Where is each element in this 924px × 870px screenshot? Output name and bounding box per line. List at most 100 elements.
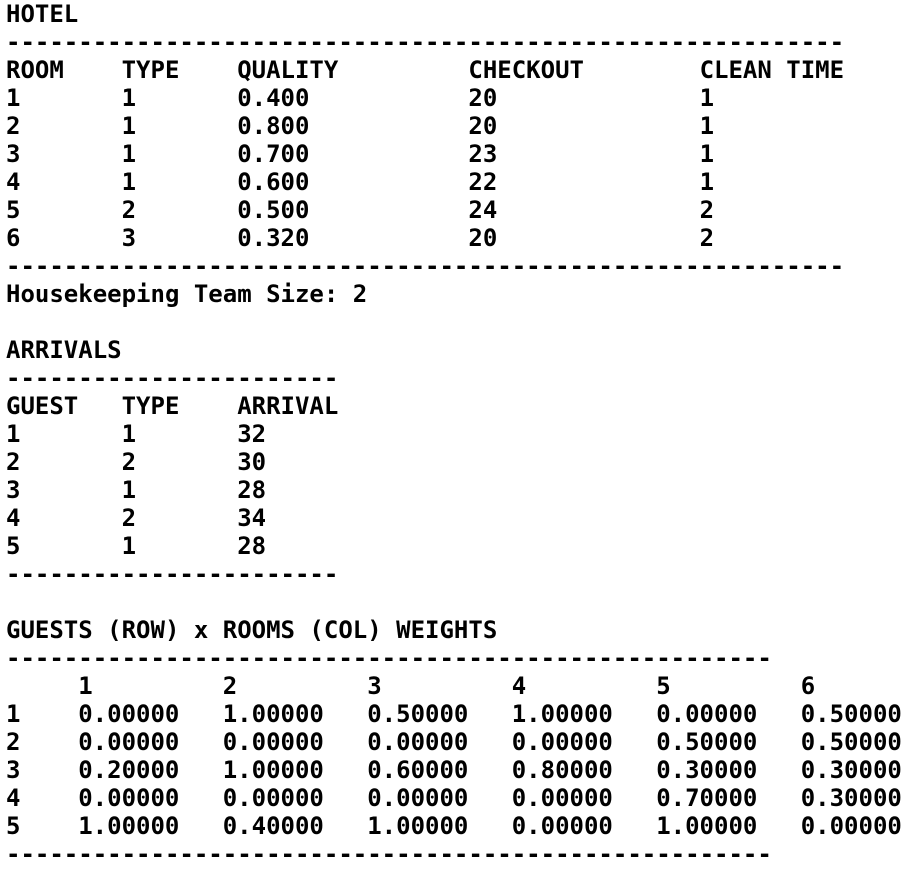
cell: 0.50000 xyxy=(800,700,902,728)
cell: 0.20000 xyxy=(78,756,180,784)
cell: 5 xyxy=(6,812,21,840)
cell: 1 xyxy=(121,532,137,560)
column-header: GUEST xyxy=(6,392,79,420)
cell: 3 xyxy=(6,140,21,168)
cell: 1 xyxy=(121,420,137,448)
cell: 0.00000 xyxy=(222,728,324,756)
cell: 0.320 xyxy=(237,224,310,252)
cell: 3 xyxy=(6,756,21,784)
cell: 0.00000 xyxy=(511,812,613,840)
cell: 0.30000 xyxy=(800,784,902,812)
cell: 0.80000 xyxy=(511,756,613,784)
cell: 1 xyxy=(699,168,715,196)
cell: 3 xyxy=(6,476,21,504)
cell: 0.00000 xyxy=(800,812,902,840)
column-header: TYPE xyxy=(121,56,180,84)
cell: 1.00000 xyxy=(656,812,758,840)
cell: 2 xyxy=(699,224,715,252)
column-header: 4 xyxy=(511,672,527,700)
separator: ----------------------------------------… xyxy=(6,252,845,280)
column-header: QUALITY xyxy=(237,56,339,84)
cell: 1 xyxy=(121,84,137,112)
cell: 0.500 xyxy=(237,196,310,224)
cell: 1 xyxy=(699,84,715,112)
cell: 0.700 xyxy=(237,140,310,168)
cell: 0.00000 xyxy=(78,700,180,728)
column-header: CLEAN TIME xyxy=(699,56,845,84)
cell: 34 xyxy=(237,504,267,532)
cell: 0.70000 xyxy=(656,784,758,812)
cell: 2 xyxy=(699,196,715,224)
cell: 0.00000 xyxy=(656,700,758,728)
cell: 20 xyxy=(468,84,498,112)
cell: 2 xyxy=(121,448,137,476)
cell: 0.50000 xyxy=(367,700,469,728)
cell: 1 xyxy=(6,420,21,448)
cell: 24 xyxy=(468,196,498,224)
cell: 28 xyxy=(237,476,267,504)
separator: ----------------------- xyxy=(6,364,339,392)
column-header: 5 xyxy=(656,672,671,700)
cell: 2 xyxy=(6,112,21,140)
cell: 1 xyxy=(699,140,715,168)
cell: 22 xyxy=(468,168,498,196)
cell: 0.00000 xyxy=(511,784,613,812)
cell: 6 xyxy=(6,224,21,252)
cell: 1.00000 xyxy=(511,700,613,728)
separator: ----------------------------------------… xyxy=(6,28,845,56)
cell: 0.50000 xyxy=(656,728,758,756)
cell: 2 xyxy=(121,196,137,224)
column-header: ROOM xyxy=(6,56,64,84)
cell: 0.00000 xyxy=(367,728,469,756)
cell: 23 xyxy=(468,140,498,168)
column-header: TYPE xyxy=(121,392,180,420)
section-title: ARRIVALS xyxy=(6,336,122,364)
cell: 0.30000 xyxy=(800,756,902,784)
cell: 5 xyxy=(6,532,21,560)
team-size: Housekeeping Team Size: 2 xyxy=(6,280,368,308)
column-header: 6 xyxy=(800,672,816,700)
section-title: HOTEL xyxy=(6,0,79,28)
cell: 4 xyxy=(6,168,21,196)
cell: 4 xyxy=(6,504,21,532)
cell: 2 xyxy=(6,448,21,476)
cell: 2 xyxy=(121,504,137,532)
cell: 0.800 xyxy=(237,112,310,140)
column-header: ARRIVAL xyxy=(237,392,339,420)
separator: ----------------------------------------… xyxy=(6,840,772,868)
cell: 0.00000 xyxy=(511,728,613,756)
cell: 1 xyxy=(121,140,137,168)
cell: 0.600 xyxy=(237,168,310,196)
column-header: 3 xyxy=(367,672,382,700)
cell: 1 xyxy=(121,476,137,504)
cell: 1 xyxy=(699,112,715,140)
cell: 1.00000 xyxy=(367,812,469,840)
column-header: 2 xyxy=(222,672,238,700)
cell: 0.60000 xyxy=(367,756,469,784)
cell: 0.00000 xyxy=(78,728,180,756)
cell: 0.00000 xyxy=(222,784,324,812)
section-title: GUESTS (ROW) x ROOMS (COL) WEIGHTS xyxy=(6,616,498,644)
cell: 3 xyxy=(121,224,137,252)
cell: 20 xyxy=(468,224,498,252)
cell: 1.00000 xyxy=(222,700,324,728)
cell: 2 xyxy=(6,728,21,756)
cell: 1 xyxy=(6,700,21,728)
cell: 20 xyxy=(468,112,498,140)
cell: 0.40000 xyxy=(222,812,324,840)
cell: 0.00000 xyxy=(367,784,469,812)
cell: 1.00000 xyxy=(222,756,324,784)
cell: 0.50000 xyxy=(800,728,902,756)
cell: 1 xyxy=(6,84,21,112)
cell: 0.30000 xyxy=(656,756,758,784)
column-header: CHECKOUT xyxy=(468,56,584,84)
cell: 0.400 xyxy=(237,84,310,112)
separator: ----------------------- xyxy=(6,560,339,588)
cell: 5 xyxy=(6,196,21,224)
cell: 32 xyxy=(237,420,267,448)
cell: 28 xyxy=(237,532,267,560)
cell: 1.00000 xyxy=(78,812,180,840)
separator: ----------------------------------------… xyxy=(6,644,772,672)
cell: 30 xyxy=(237,448,267,476)
